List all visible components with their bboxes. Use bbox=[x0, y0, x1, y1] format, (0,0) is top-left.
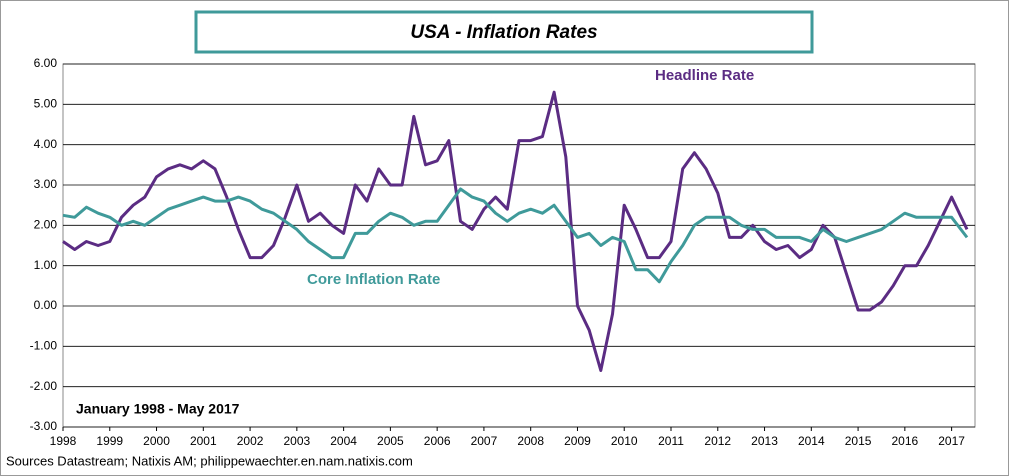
x-tick-label: 2000 bbox=[143, 434, 170, 448]
y-tick-label: -3.00 bbox=[30, 419, 58, 433]
x-tick-label: 2005 bbox=[377, 434, 404, 448]
x-tick-label: 2009 bbox=[564, 434, 591, 448]
y-tick-label: 3.00 bbox=[34, 177, 58, 191]
series-line bbox=[62, 90, 969, 372]
series-line bbox=[62, 187, 969, 284]
y-tick-label: -2.00 bbox=[30, 379, 58, 393]
chart-title: USA - Inflation Rates bbox=[410, 22, 597, 43]
x-tick-label: 2016 bbox=[891, 434, 918, 448]
y-tick-label: -1.00 bbox=[30, 339, 58, 353]
x-tick-label: 2002 bbox=[237, 434, 264, 448]
title-box bbox=[194, 10, 814, 54]
series-label: Headline Rate bbox=[655, 67, 754, 84]
x-tick-label: 2012 bbox=[704, 434, 731, 448]
y-tick-label: 0.00 bbox=[34, 298, 58, 312]
series-label: Core Inflation Rate bbox=[307, 271, 440, 288]
x-tick-label: 2010 bbox=[611, 434, 638, 448]
x-tick-label: 1998 bbox=[50, 434, 77, 448]
x-tick-label: 1999 bbox=[96, 434, 123, 448]
x-tick-label: 2011 bbox=[658, 434, 684, 448]
x-tick-label: 2014 bbox=[798, 434, 825, 448]
y-tick-label: 2.00 bbox=[34, 218, 58, 232]
x-tick-label: 2003 bbox=[283, 434, 310, 448]
y-tick-label: 5.00 bbox=[34, 97, 58, 111]
y-tick-label: 6.00 bbox=[34, 56, 58, 70]
x-tick-label: 2006 bbox=[424, 434, 451, 448]
y-tick-label: 4.00 bbox=[34, 137, 58, 151]
y-tick-label: 1.00 bbox=[34, 258, 58, 272]
x-tick-label: 2001 bbox=[190, 434, 217, 448]
x-tick-label: 2013 bbox=[751, 434, 778, 448]
x-tick-label: 2015 bbox=[845, 434, 872, 448]
period-label: January 1998 - May 2017 bbox=[76, 401, 240, 417]
source-note: Sources Datastream; Natixis AM; philippe… bbox=[6, 453, 413, 468]
x-tick-label: 2008 bbox=[517, 434, 544, 448]
x-tick-label: 2017 bbox=[938, 434, 965, 448]
x-tick-label: 2004 bbox=[330, 434, 357, 448]
x-tick-label: 2007 bbox=[471, 434, 498, 448]
